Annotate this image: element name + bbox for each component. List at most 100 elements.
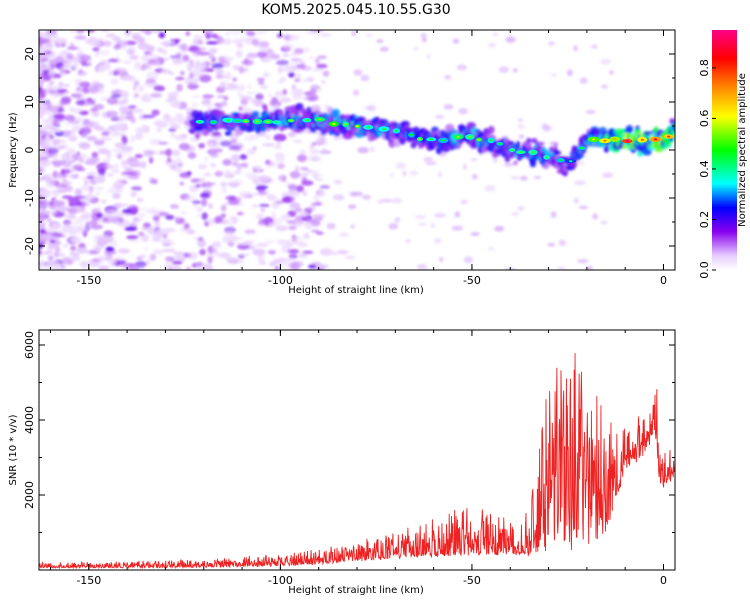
noise-blob <box>590 44 598 49</box>
noise-blob <box>201 99 207 106</box>
noise-blob <box>236 211 244 216</box>
noise-blob <box>434 114 445 119</box>
noise-blob <box>275 225 289 232</box>
noise-blob <box>303 96 309 101</box>
y-tick-label: -20 <box>23 237 36 255</box>
noise-blob <box>149 138 162 146</box>
noise-blob <box>225 31 230 36</box>
noise-blob <box>51 200 65 207</box>
ridge-blob <box>513 160 518 166</box>
noise-blob <box>269 100 282 107</box>
noise-blob <box>56 127 61 133</box>
noise-blob <box>39 45 46 54</box>
ridge-peak <box>613 138 617 141</box>
noise-blob <box>151 207 157 213</box>
noise-blob <box>82 143 89 148</box>
ridge-peak <box>344 123 348 126</box>
noise-blob <box>45 134 51 143</box>
noise-blob <box>126 235 139 240</box>
noise-blob <box>78 68 84 75</box>
noise-blob <box>219 140 232 147</box>
noise-blob <box>169 103 180 107</box>
noise-blob <box>95 191 101 196</box>
noise-blob <box>121 208 133 214</box>
noise-blob <box>300 167 309 171</box>
noise-blob <box>302 190 308 197</box>
noise-blob <box>277 66 284 74</box>
noise-blob <box>290 191 300 199</box>
noise-blob <box>39 126 44 130</box>
noise-blob <box>158 31 166 39</box>
noise-blob <box>282 89 287 95</box>
noise-blob <box>113 262 123 267</box>
noise-blob <box>214 142 220 149</box>
noise-blob <box>39 239 44 244</box>
noise-blob <box>251 39 259 46</box>
noise-blob <box>146 71 159 80</box>
ridge-peak <box>545 156 549 159</box>
noise-blob <box>57 230 70 234</box>
noise-blob <box>315 177 324 182</box>
noise-blob <box>121 175 128 179</box>
noise-blob <box>137 213 146 217</box>
noise-blob <box>42 69 50 75</box>
noise-blob <box>602 172 614 178</box>
noise-blob <box>53 161 62 168</box>
noise-blob <box>198 164 207 170</box>
ridge-peak <box>266 120 270 123</box>
noise-blob <box>79 54 91 61</box>
noise-blob <box>153 85 165 91</box>
ridge-blob <box>536 141 545 146</box>
colorbar-gradient <box>712 30 737 270</box>
noise-blob <box>74 35 87 40</box>
noise-blob <box>161 49 168 55</box>
noise-blob <box>56 188 68 193</box>
noise-blob <box>255 243 269 247</box>
noise-blob <box>199 192 210 198</box>
noise-blob <box>58 139 67 144</box>
noise-blob <box>210 163 217 168</box>
noise-blob <box>56 88 68 93</box>
noise-blob <box>116 247 124 254</box>
noise-blob <box>299 149 306 156</box>
noise-blob <box>162 228 176 233</box>
noise-blob <box>60 154 68 159</box>
noise-blob <box>102 111 107 118</box>
noise-blob <box>148 227 159 236</box>
noise-blob <box>132 216 140 223</box>
noise-blob <box>42 89 47 94</box>
noise-blob <box>165 148 173 157</box>
noise-blob <box>150 92 162 98</box>
noise-blob <box>311 142 317 146</box>
noise-blob <box>97 149 110 155</box>
ridge-blob <box>331 108 341 118</box>
noise-blob <box>321 148 327 153</box>
ridge-peak <box>366 126 370 129</box>
noise-blob <box>256 165 262 173</box>
noise-blob <box>394 217 401 223</box>
noise-blob <box>286 259 292 263</box>
noise-blob <box>47 147 59 154</box>
noise-blob <box>120 145 134 152</box>
noise-blob <box>41 118 55 125</box>
noise-blob <box>39 152 46 159</box>
noise-blob <box>263 72 269 78</box>
noise-blob <box>50 86 62 91</box>
noise-blob <box>176 52 181 60</box>
noise-blob <box>61 195 73 199</box>
noise-blob <box>121 135 127 142</box>
noise-blob <box>145 258 151 266</box>
noise-blob <box>369 146 375 153</box>
noise-blob <box>138 254 147 259</box>
noise-blob <box>422 37 427 43</box>
noise-blob <box>551 72 557 78</box>
noise-blob <box>250 98 257 104</box>
noise-blob <box>320 189 326 198</box>
noise-blob <box>39 65 49 71</box>
noise-blob <box>153 212 160 217</box>
noise-blob <box>391 197 402 204</box>
noise-blob <box>351 30 357 37</box>
noise-blob <box>131 186 143 191</box>
noise-blob <box>75 188 82 196</box>
